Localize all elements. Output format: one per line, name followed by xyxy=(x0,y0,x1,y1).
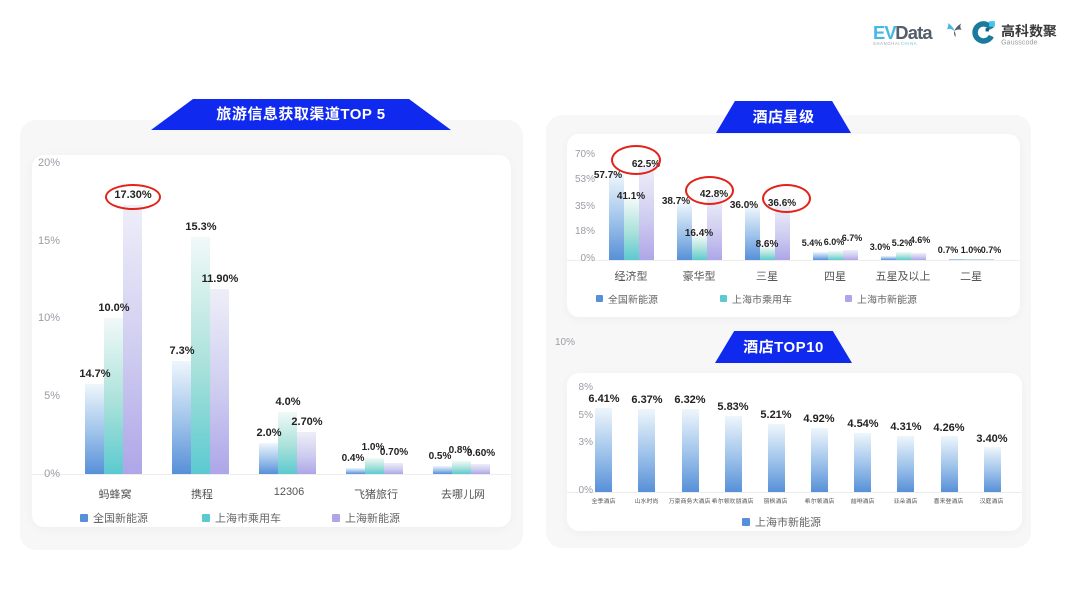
svg-text:Gausscode: Gausscode xyxy=(1001,39,1037,46)
svg-text:SHANGHAI: SHANGHAI xyxy=(873,41,900,46)
svg-text:EV: EV xyxy=(873,22,897,43)
svg-text:Data: Data xyxy=(895,22,933,43)
svg-text:CHINA: CHINA xyxy=(901,41,917,46)
svg-text:高科数聚: 高科数聚 xyxy=(1001,21,1057,41)
